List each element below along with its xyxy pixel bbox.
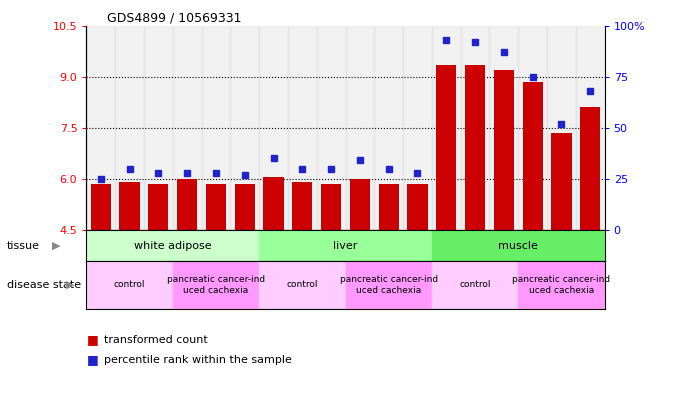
- Text: muscle: muscle: [498, 241, 538, 251]
- Text: GDS4899 / 10569331: GDS4899 / 10569331: [107, 12, 242, 25]
- Bar: [144, 26, 173, 230]
- Bar: [432, 26, 461, 230]
- Bar: [115, 26, 144, 230]
- Bar: [120, 182, 140, 230]
- Bar: [173, 26, 202, 230]
- Bar: [321, 184, 341, 230]
- Text: transformed count: transformed count: [104, 335, 207, 345]
- Bar: [494, 70, 514, 230]
- Bar: [259, 26, 288, 230]
- Bar: [230, 26, 259, 230]
- Bar: [576, 26, 605, 230]
- Bar: [489, 26, 518, 230]
- Bar: [86, 261, 173, 309]
- Bar: [288, 26, 316, 230]
- Bar: [518, 26, 547, 230]
- Bar: [149, 184, 169, 230]
- Bar: [522, 82, 542, 230]
- Bar: [403, 26, 432, 230]
- Bar: [375, 26, 403, 230]
- Bar: [316, 26, 346, 230]
- Text: liver: liver: [333, 241, 358, 251]
- Bar: [206, 184, 226, 230]
- Bar: [202, 26, 230, 230]
- Text: pancreatic cancer-ind
uced cachexia: pancreatic cancer-ind uced cachexia: [167, 275, 265, 295]
- Text: pancreatic cancer-ind
uced cachexia: pancreatic cancer-ind uced cachexia: [339, 275, 438, 295]
- Bar: [547, 26, 576, 230]
- Bar: [551, 133, 571, 230]
- Bar: [408, 184, 428, 230]
- Bar: [235, 184, 255, 230]
- Bar: [350, 179, 370, 230]
- Bar: [86, 26, 115, 230]
- Bar: [580, 107, 600, 230]
- Bar: [346, 26, 375, 230]
- Bar: [461, 26, 489, 230]
- Bar: [177, 179, 197, 230]
- Bar: [263, 177, 283, 230]
- Bar: [292, 182, 312, 230]
- Bar: [432, 261, 518, 309]
- Bar: [465, 65, 485, 230]
- Text: ■: ■: [86, 353, 98, 366]
- Text: disease state: disease state: [7, 280, 81, 290]
- Text: percentile rank within the sample: percentile rank within the sample: [104, 354, 292, 365]
- Bar: [259, 261, 346, 309]
- Bar: [86, 230, 259, 261]
- Text: control: control: [460, 281, 491, 289]
- Bar: [432, 230, 605, 261]
- Text: control: control: [114, 281, 145, 289]
- Bar: [346, 261, 432, 309]
- Bar: [379, 184, 399, 230]
- Bar: [91, 184, 111, 230]
- Bar: [436, 65, 456, 230]
- Bar: [259, 230, 432, 261]
- Text: ▶: ▶: [52, 241, 60, 251]
- Text: ▶: ▶: [66, 280, 74, 290]
- Bar: [173, 261, 259, 309]
- Text: white adipose: white adipose: [134, 241, 211, 251]
- Text: pancreatic cancer-ind
uced cachexia: pancreatic cancer-ind uced cachexia: [512, 275, 611, 295]
- Bar: [518, 261, 605, 309]
- Text: ■: ■: [86, 333, 98, 347]
- Text: control: control: [287, 281, 318, 289]
- Text: tissue: tissue: [7, 241, 40, 251]
